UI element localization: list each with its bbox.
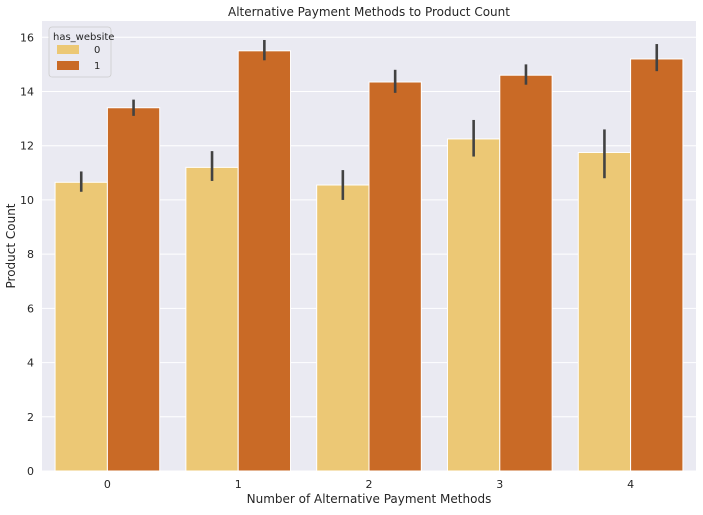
y-tick-label: 16 [20, 31, 34, 44]
x-tick-label: 3 [496, 478, 503, 491]
bar-series-1-cat-1 [237, 50, 292, 472]
y-tick-label: 8 [27, 248, 34, 261]
x-tick-label: 0 [104, 478, 111, 491]
y-tick-label: 12 [20, 140, 34, 153]
x-axis-label: Number of Alternative Payment Methods [247, 492, 492, 506]
bar-series-0-cat-1 [185, 166, 239, 472]
y-tick-label: 10 [20, 194, 34, 207]
legend-swatch-0 [57, 45, 79, 54]
error-bars [79, 39, 659, 200]
y-tick-label: 4 [27, 357, 34, 370]
legend-label-1: 1 [94, 61, 100, 72]
bar-series-0-cat-3 [446, 138, 501, 472]
x-tick-label: 2 [366, 478, 373, 491]
y-tick-label: 0 [27, 465, 34, 478]
chart-title: Alternative Payment Methods to Product C… [228, 5, 510, 19]
bar-series-0-cat-4 [577, 151, 632, 472]
y-tick-label: 2 [27, 411, 34, 424]
bar-series-0-cat-0 [54, 181, 108, 472]
y-tick-label: 6 [27, 302, 34, 315]
legend-label-0: 0 [94, 45, 100, 56]
x-tick-label: 1 [235, 478, 242, 491]
bar-series-1-cat-4 [630, 58, 684, 472]
x-tick-label: 4 [627, 478, 634, 491]
y-tick-labels: 0 2 4 6 8 10 12 14 16 [20, 31, 34, 478]
bar-series-0-cat-2 [316, 184, 370, 472]
bar-series-1-cat-0 [106, 107, 161, 472]
y-tick-label: 14 [20, 85, 34, 98]
bars [54, 50, 684, 472]
bar-series-1-cat-2 [368, 81, 422, 472]
bar-series-1-cat-3 [499, 74, 553, 472]
legend: has_website 0 1 [48, 26, 114, 78]
legend-title: has_website [53, 32, 114, 43]
legend-swatch-1 [57, 61, 79, 70]
y-axis-label: Product Count [4, 203, 18, 288]
x-tick-labels: 0 1 2 3 4 [104, 478, 634, 491]
